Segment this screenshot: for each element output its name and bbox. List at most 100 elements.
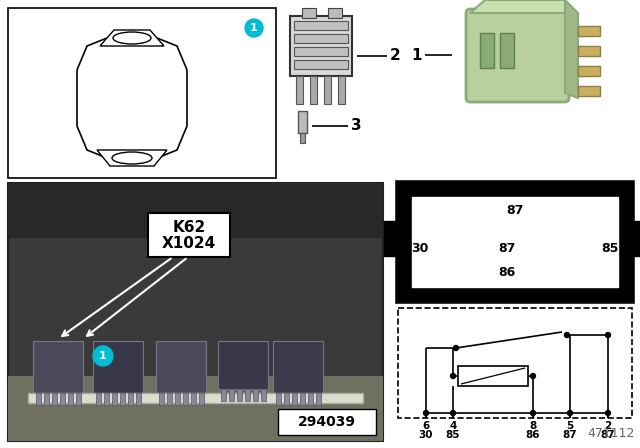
Text: 86: 86	[525, 430, 540, 440]
Text: 471112: 471112	[588, 427, 635, 440]
Bar	[384, 221, 398, 256]
Bar	[294, 21, 348, 30]
Circle shape	[93, 346, 113, 366]
Bar	[273, 341, 323, 393]
Text: 87: 87	[499, 241, 516, 254]
Circle shape	[531, 410, 536, 415]
Text: 30: 30	[412, 241, 429, 254]
FancyBboxPatch shape	[466, 9, 569, 102]
Bar	[237, 389, 242, 401]
Bar	[578, 86, 600, 96]
Text: 30: 30	[419, 430, 433, 440]
Bar	[500, 33, 514, 68]
Bar	[578, 26, 600, 36]
Bar	[294, 60, 348, 69]
Circle shape	[568, 410, 573, 415]
Circle shape	[605, 410, 611, 415]
Bar	[68, 393, 73, 405]
Ellipse shape	[113, 32, 151, 44]
Text: K62: K62	[172, 220, 205, 234]
Bar	[175, 393, 180, 405]
Circle shape	[451, 374, 456, 379]
Bar	[316, 393, 321, 405]
Bar	[300, 393, 305, 405]
Bar	[199, 393, 204, 405]
Text: 1: 1	[250, 23, 258, 33]
Text: 2: 2	[390, 48, 401, 64]
Text: 85: 85	[445, 430, 460, 440]
Bar	[338, 76, 345, 104]
Text: 6: 6	[422, 421, 429, 431]
Bar	[60, 393, 65, 405]
Bar	[167, 393, 172, 405]
Bar	[156, 341, 206, 393]
Bar	[578, 46, 600, 56]
Bar	[278, 409, 376, 435]
Bar	[148, 213, 230, 257]
Bar	[398, 308, 632, 418]
Circle shape	[531, 374, 536, 379]
Bar	[290, 16, 352, 76]
Bar	[276, 393, 281, 405]
Text: 1: 1	[99, 351, 107, 361]
Bar	[253, 389, 258, 401]
Bar	[300, 133, 305, 143]
Text: 87: 87	[601, 430, 615, 440]
Text: 85: 85	[602, 241, 619, 254]
Bar	[8, 376, 383, 441]
Text: 87: 87	[506, 204, 524, 217]
Text: 87: 87	[563, 430, 577, 440]
Bar	[298, 111, 307, 133]
Text: 3: 3	[351, 119, 362, 134]
Bar	[104, 393, 109, 405]
Bar	[112, 393, 117, 405]
Text: X1024: X1024	[162, 237, 216, 251]
Bar	[324, 76, 331, 104]
Bar	[76, 393, 81, 405]
Bar	[284, 393, 289, 405]
Circle shape	[424, 410, 429, 415]
Bar	[398, 183, 632, 301]
Bar	[44, 393, 49, 405]
Bar	[310, 76, 317, 104]
Bar	[412, 197, 618, 287]
Bar	[632, 221, 640, 256]
Bar	[480, 33, 494, 68]
Text: 5: 5	[566, 421, 573, 431]
Polygon shape	[97, 150, 167, 166]
Text: 2: 2	[604, 421, 612, 431]
Bar	[8, 183, 383, 441]
Bar	[308, 393, 313, 405]
Bar	[261, 389, 266, 401]
Ellipse shape	[112, 152, 152, 164]
Text: 294039: 294039	[298, 415, 356, 429]
Circle shape	[454, 345, 458, 350]
Bar	[8, 8, 276, 178]
Bar	[229, 389, 234, 401]
Circle shape	[245, 19, 263, 37]
Bar	[8, 183, 383, 238]
Text: 4: 4	[449, 421, 457, 431]
Bar	[296, 76, 303, 104]
Bar	[136, 393, 141, 405]
Bar	[183, 393, 188, 405]
Bar	[52, 393, 57, 405]
Bar	[36, 393, 41, 405]
Polygon shape	[470, 0, 565, 13]
Text: 1: 1	[412, 47, 422, 63]
Bar	[28, 393, 363, 403]
Bar	[294, 34, 348, 43]
Circle shape	[564, 332, 570, 337]
Bar	[458, 366, 528, 386]
Bar	[292, 393, 297, 405]
Polygon shape	[77, 36, 187, 160]
Bar	[221, 389, 226, 401]
Bar	[93, 341, 143, 393]
Bar	[96, 393, 101, 405]
Bar	[245, 389, 250, 401]
Bar	[120, 393, 125, 405]
Bar	[33, 341, 83, 393]
Bar	[302, 8, 316, 18]
Text: 86: 86	[499, 267, 516, 280]
Text: 8: 8	[529, 421, 536, 431]
